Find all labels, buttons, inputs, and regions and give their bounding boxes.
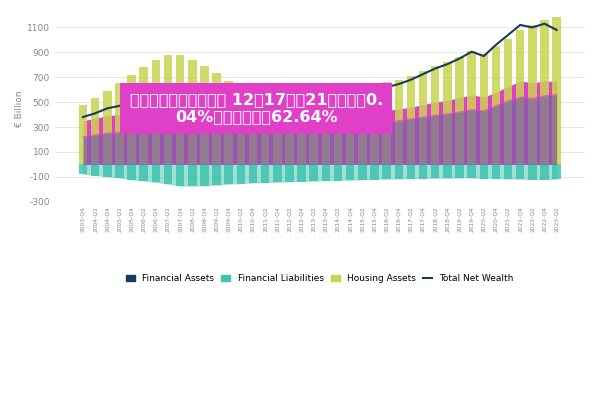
Bar [504, 39, 512, 164]
Bar [224, 164, 233, 184]
Bar [310, 97, 318, 164]
Bar [553, 18, 561, 164]
Bar [395, 80, 403, 164]
Bar [346, 91, 355, 164]
Bar [164, 55, 172, 164]
Bar [491, 164, 500, 179]
Bar [298, 164, 306, 182]
Bar [467, 164, 476, 178]
Bar [431, 66, 439, 164]
Bar [358, 88, 367, 164]
Bar [176, 164, 184, 186]
Bar [358, 164, 367, 180]
Bar [115, 84, 124, 164]
Bar [528, 164, 536, 180]
Bar [528, 25, 536, 164]
Bar [249, 164, 257, 183]
Bar [370, 85, 379, 164]
Bar [127, 164, 136, 180]
Bar [479, 54, 488, 164]
Bar [164, 164, 172, 184]
Bar [200, 66, 209, 164]
Bar [431, 164, 439, 178]
Bar [540, 20, 549, 164]
Bar [236, 87, 245, 164]
Legend: Financial Assets, Financial Liabilities, Housing Assets, Total Net Wealth: Financial Assets, Financial Liabilities,… [122, 270, 517, 287]
Bar [407, 76, 415, 164]
Bar [212, 164, 221, 185]
Bar [79, 164, 87, 174]
Bar [152, 164, 160, 182]
Bar [443, 164, 452, 178]
Bar [334, 164, 342, 180]
Bar [212, 74, 221, 164]
Bar [516, 164, 524, 179]
Bar [249, 92, 257, 164]
Bar [188, 164, 197, 186]
Bar [127, 75, 136, 164]
Bar [236, 164, 245, 184]
Bar [553, 164, 561, 179]
Bar [273, 164, 281, 182]
Bar [491, 46, 500, 164]
Bar [91, 164, 100, 176]
Bar [419, 164, 427, 179]
Bar [224, 81, 233, 164]
Bar [419, 71, 427, 164]
Bar [516, 30, 524, 164]
Bar [455, 57, 464, 164]
Y-axis label: € Billion: € Billion [15, 90, 24, 126]
Bar [91, 98, 100, 164]
Bar [139, 164, 148, 181]
Bar [322, 95, 330, 164]
Bar [103, 91, 112, 164]
Bar [322, 164, 330, 181]
Bar [455, 164, 464, 178]
Bar [188, 60, 197, 164]
Bar [382, 82, 391, 164]
Bar [310, 164, 318, 181]
Bar [285, 98, 294, 164]
Bar [504, 164, 512, 179]
Bar [346, 164, 355, 180]
Bar [407, 164, 415, 179]
Bar [139, 67, 148, 164]
Bar [152, 60, 160, 164]
Bar [382, 164, 391, 179]
Text: 全国股票配资公司排名 12月17日台21转债上涨0.
04%，转股溢价率62.64%: 全国股票配资公司排名 12月17日台21转债上涨0. 04%，转股溢价率62.6… [130, 92, 383, 124]
Bar [79, 105, 87, 164]
Bar [467, 51, 476, 164]
Bar [285, 164, 294, 182]
Bar [298, 98, 306, 164]
Bar [261, 95, 269, 164]
Bar [103, 164, 112, 177]
Bar [200, 164, 209, 186]
Bar [176, 55, 184, 164]
Bar [115, 164, 124, 178]
Bar [273, 96, 281, 164]
Bar [540, 164, 549, 180]
Bar [395, 164, 403, 179]
Bar [261, 164, 269, 183]
Bar [370, 164, 379, 180]
Bar [334, 94, 342, 164]
Bar [443, 62, 452, 164]
Bar [479, 164, 488, 179]
